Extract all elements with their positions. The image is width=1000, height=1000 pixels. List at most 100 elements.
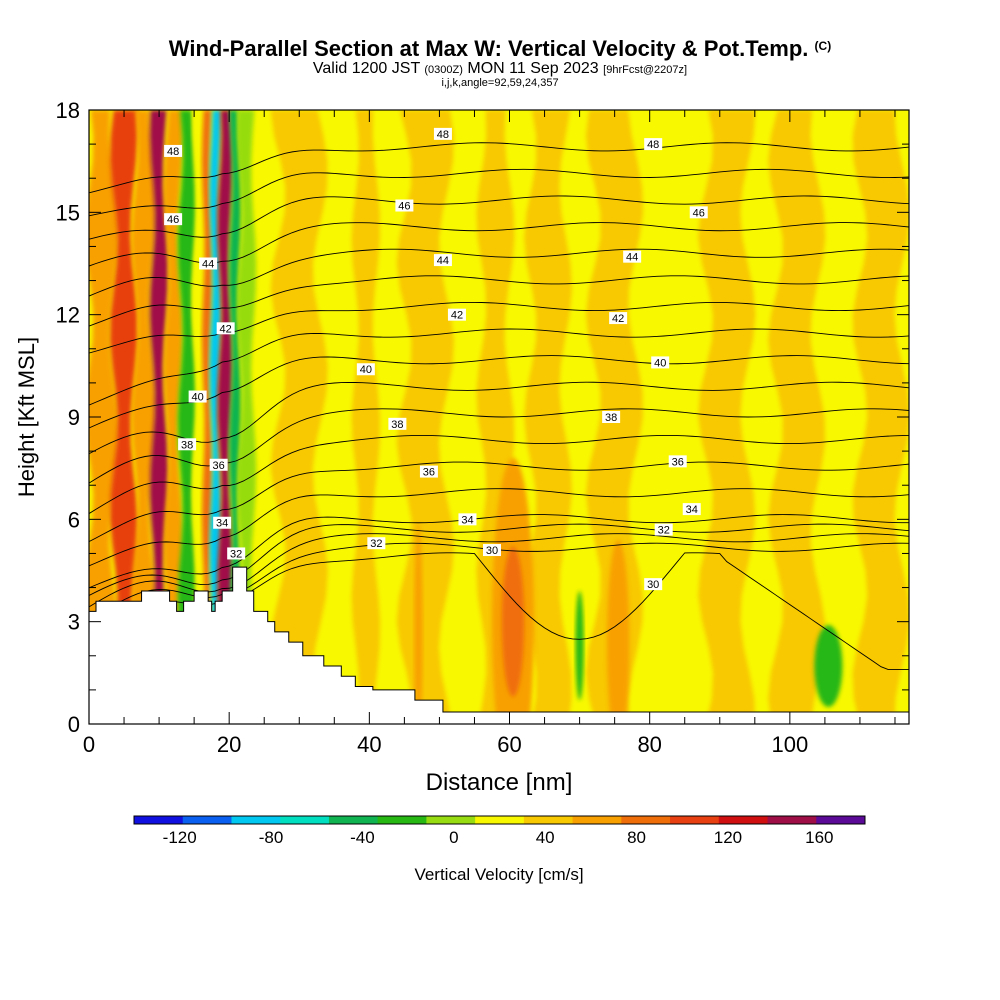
colorbar-swatch (426, 816, 476, 824)
contour-label-bg (482, 544, 501, 557)
contour-label: 48 (433, 127, 452, 141)
velocity-cell (606, 539, 630, 724)
contour-label-text: 46 (167, 214, 179, 226)
contour-label: 34 (213, 516, 232, 530)
contour-label-bg (458, 513, 477, 526)
contour-label-bg (164, 213, 183, 226)
contour-label-text: 32 (230, 548, 242, 560)
forecast-info: [9hrFcst@2207z] (603, 64, 688, 76)
contour-label-bg (602, 411, 621, 423)
velocity-band (237, 110, 257, 724)
contour-label-text: 38 (391, 419, 403, 431)
y-tick-label: 15 (56, 200, 80, 225)
velocity-band (109, 110, 139, 724)
theta-contour (89, 434, 909, 514)
contour-label: 48 (644, 138, 663, 151)
contour-label-text: 34 (686, 504, 698, 516)
x-tick-label: 40 (357, 732, 381, 757)
y-tick-label: 9 (68, 405, 80, 430)
contour-label: 38 (178, 438, 197, 451)
y-tick-label: 12 (56, 303, 80, 328)
chart-title: Wind-Parallel Section at Max W: Vertical… (0, 36, 1000, 62)
chart-subtitle: Valid 1200 JST (0300Z) MON 11 Sep 2023 [… (0, 60, 1000, 78)
colorbar-tick-label: 80 (627, 828, 646, 847)
contour-label-bg (682, 503, 701, 516)
velocity-cell (814, 625, 843, 707)
contour-label: 32 (367, 537, 386, 550)
contour-label: 34 (458, 513, 477, 526)
contour-label-text: 48 (437, 129, 449, 141)
contour-label-text: 34 (216, 518, 228, 530)
contour-label-text: 30 (486, 545, 498, 557)
colorbar-swatch (182, 816, 232, 824)
contour-label-bg (188, 390, 207, 403)
contour-label-bg (367, 537, 386, 550)
theta-contour (89, 523, 909, 596)
colorbar-swatch (134, 816, 184, 824)
velocity-cell (501, 546, 525, 697)
theta-contour (89, 222, 909, 267)
contour-label: 42 (216, 322, 235, 335)
x-axis-label: Distance [nm] (426, 769, 573, 796)
valid-utc: (0300Z) (424, 64, 463, 76)
theta-contour (89, 355, 909, 429)
contour-label-text: 46 (398, 201, 410, 213)
contour-label-bg (668, 455, 687, 468)
colorbar-swatch (718, 816, 769, 824)
contour-label-text: 48 (167, 146, 179, 158)
contour-label: 32 (227, 547, 246, 560)
contour-label-bg (654, 523, 673, 536)
x-tick-label: 0 (83, 732, 95, 757)
terrain (89, 566, 909, 724)
contour-label-bg (213, 516, 232, 529)
contour-label-text: 30 (647, 579, 659, 591)
contour-label: 34 (682, 503, 701, 516)
contour-label: 30 (482, 544, 501, 557)
potential-temperature-contours (89, 142, 909, 670)
contour-label: 38 (388, 417, 407, 431)
contour-label: 30 (644, 578, 663, 591)
contour-label: 44 (433, 254, 452, 267)
theta-contour (89, 195, 909, 240)
theta-contour (89, 168, 909, 217)
velocity-band (768, 110, 826, 724)
contour-label: 42 (609, 312, 628, 325)
theta-contour (89, 328, 909, 406)
copyright-mark: (C) (814, 39, 832, 53)
colorbar-tick-label: 40 (536, 828, 555, 847)
contour-label-bg (216, 322, 235, 335)
x-tick-label: 60 (497, 732, 521, 757)
contour-label-text: 42 (612, 313, 624, 325)
contour-label-bg (433, 127, 452, 140)
colorbar-swatch (767, 816, 817, 824)
contour-label-bg (609, 312, 628, 325)
colorbar-frame (133, 815, 866, 825)
terrain-profile (89, 566, 909, 724)
contour-label-bg (447, 308, 466, 321)
theta-contour (89, 461, 909, 542)
velocity-band (163, 110, 183, 724)
y-tick-label: 3 (68, 610, 80, 635)
contour-label-text: 34 (461, 514, 473, 526)
velocity-cell (414, 522, 423, 724)
x-tick-label: 20 (217, 732, 241, 757)
contour-label: 38 (602, 411, 621, 424)
grid-indices: i,j,k,angle=92,59,24,357 (441, 77, 559, 89)
contour-label-bg (388, 417, 407, 430)
contour-label-text: 38 (181, 439, 193, 451)
contour-label-bg (433, 254, 452, 267)
contour-label-text: 42 (451, 310, 463, 322)
colorbar: -120 -80 -40 0 40 80 120 160 (133, 815, 866, 847)
contour-label-bg (689, 206, 708, 219)
theta-contour (89, 275, 909, 327)
contour-label-text: 44 (437, 255, 449, 267)
contour-label-text: 44 (202, 259, 214, 271)
contour-label: 46 (164, 213, 183, 226)
contour-label: 44 (623, 250, 642, 264)
contour-labels: 48 48 48 46 46 46 44 44 44 42 42 42 40 40 40 38 38 38 36 36… (164, 127, 708, 591)
contour-label: 40 (651, 356, 670, 369)
contour-label-text: 44 (626, 252, 638, 264)
contour-label-bg (356, 363, 375, 376)
colorbar-swatch (621, 816, 671, 824)
contour-label-text: 36 (213, 460, 225, 472)
